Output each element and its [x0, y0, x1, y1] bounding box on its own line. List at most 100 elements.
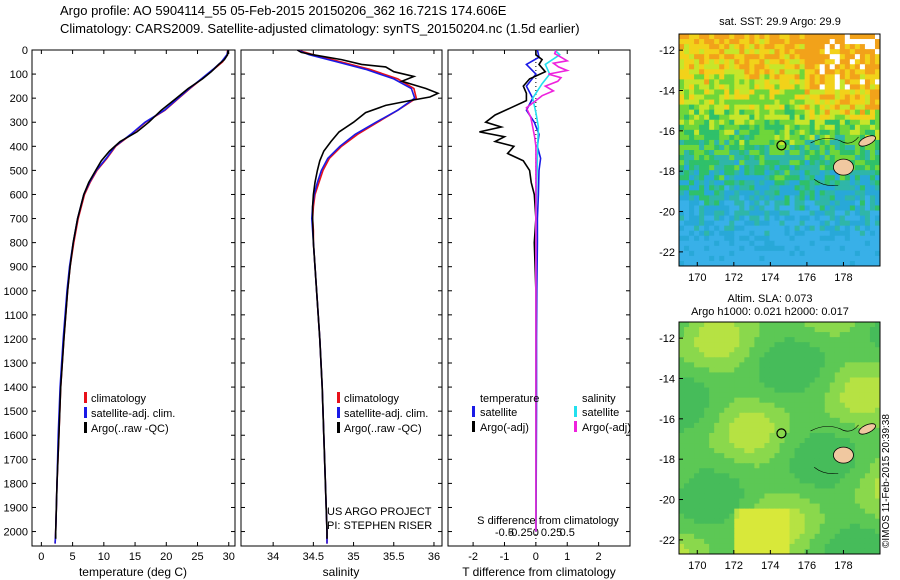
map-cell: [804, 322, 811, 328]
map-cell: [829, 94, 836, 101]
map-cell: [859, 59, 866, 65]
map-cell: [739, 377, 745, 384]
map-cell: [779, 165, 786, 171]
map-cell: [784, 468, 791, 474]
map-cell: [799, 69, 806, 75]
map-cell: [769, 255, 776, 262]
map-cell: [844, 114, 851, 121]
map-cell: [809, 387, 816, 394]
map-cell: [769, 397, 776, 404]
map-cell: [774, 448, 781, 454]
map-cell: [799, 498, 806, 505]
map-cell: [774, 49, 781, 55]
map-cell: [849, 59, 856, 65]
map-cell: [789, 109, 796, 116]
map-cell: [729, 240, 735, 247]
map-cell: [699, 39, 705, 45]
map-cell: [804, 427, 811, 434]
map-cell: [804, 79, 811, 86]
map-cell: [849, 34, 856, 40]
map-cell: [784, 453, 791, 459]
map-cell: [804, 220, 811, 227]
map-cell: [764, 382, 771, 389]
map-cell: [869, 245, 876, 252]
map-cell: [749, 84, 755, 91]
map-cell: [754, 352, 761, 358]
map-cell: [689, 432, 695, 439]
map-cell: [779, 548, 786, 554]
map-cell: [874, 44, 880, 50]
map-cell: [819, 392, 826, 399]
map-cell: [869, 155, 876, 161]
map-cell: [729, 104, 735, 111]
map-cell: [719, 200, 725, 207]
map-cell: [734, 443, 740, 449]
map-cell: [709, 417, 715, 424]
map-cell: [804, 543, 811, 550]
map-cell: [759, 155, 766, 161]
map-cell: [769, 352, 776, 358]
map-cell: [689, 69, 695, 75]
map-cell: [799, 523, 806, 530]
map-cell: [694, 362, 700, 368]
map-cell: [764, 448, 771, 454]
map-cell: [779, 382, 786, 389]
map-cell: [874, 427, 880, 434]
map-cell: [724, 518, 730, 525]
map-cell: [779, 245, 786, 252]
map-cell: [839, 402, 846, 409]
map-cell: [804, 387, 811, 394]
map-cell: [819, 508, 826, 515]
map-cell: [824, 468, 831, 474]
map-cell: [874, 458, 880, 464]
map-cell: [679, 74, 685, 80]
map-cell: [804, 84, 811, 91]
map-cell: [774, 210, 781, 217]
map-cell: [759, 448, 766, 454]
map-cell: [829, 448, 836, 454]
map-cell: [774, 543, 781, 550]
map-cell: [699, 518, 705, 525]
map-cell: [849, 89, 856, 96]
map-cell: [749, 463, 755, 469]
map-cell: [804, 392, 811, 399]
map-cell: [679, 215, 685, 222]
map-cell: [704, 372, 710, 379]
map-cell: [714, 39, 720, 45]
map-cell: [769, 367, 776, 374]
map-cell: [734, 79, 740, 86]
map-cell: [704, 235, 710, 242]
map-cell: [754, 34, 761, 40]
map-cell: [714, 180, 720, 186]
map-cell: [814, 427, 821, 434]
map-cell: [764, 412, 771, 419]
map-cell: [739, 124, 745, 131]
map-cell: [864, 175, 871, 181]
map-cell: [834, 443, 841, 449]
map-cell: [754, 180, 761, 186]
map-cell: [819, 478, 826, 484]
map-cell: [709, 427, 715, 434]
map-cell: [704, 513, 710, 520]
map-cell: [789, 44, 796, 50]
depth-tick-label: 1100: [4, 310, 28, 322]
map-cell: [839, 543, 846, 550]
map-cell: [749, 332, 755, 338]
map-cell: [764, 129, 771, 136]
map-cell: [719, 109, 725, 116]
map-cell: [744, 548, 750, 554]
map-cell: [804, 260, 811, 266]
map-cell: [814, 548, 821, 554]
map-cell: [724, 170, 730, 176]
map-cell: [759, 427, 766, 434]
map-cell: [829, 69, 836, 75]
map-cell: [739, 215, 745, 222]
map-cell: [784, 69, 791, 75]
map-cell: [809, 210, 816, 217]
map-cell: [724, 165, 730, 171]
map-cell: [759, 205, 766, 212]
map-cell: [789, 220, 796, 227]
map-cell: [719, 260, 725, 266]
map-cell: [769, 518, 776, 525]
map-cell: [769, 453, 776, 459]
